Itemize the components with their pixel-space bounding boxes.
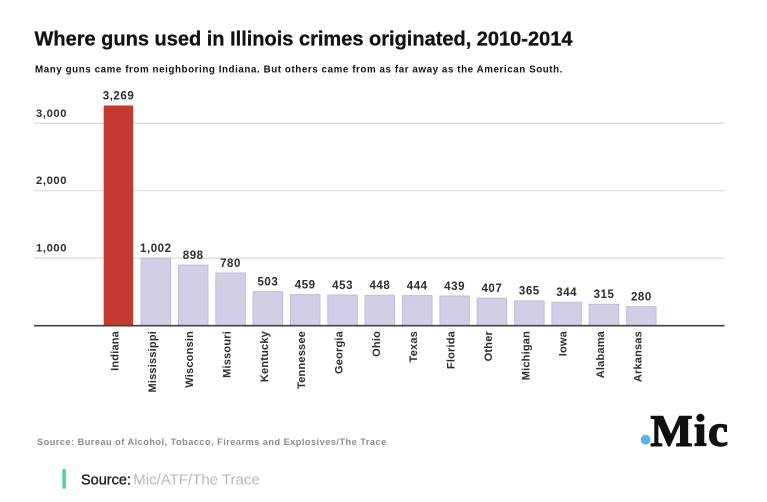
svg-text:Mic/ATF/The Trace: Mic/ATF/The Trace [133, 471, 259, 488]
svg-text:Wisconsin: Wisconsin [184, 331, 196, 388]
svg-text:344: 344 [556, 287, 577, 299]
svg-text:Missouri: Missouri [222, 331, 234, 378]
svg-text:Mississippi: Mississippi [147, 331, 159, 393]
svg-text:Many guns came from neighborin: Many guns came from neighboring Indiana.… [35, 65, 563, 76]
svg-text:315: 315 [594, 289, 615, 301]
svg-text:Indiana: Indiana [110, 330, 122, 371]
svg-text:407: 407 [481, 283, 502, 295]
svg-text:1,000: 1,000 [36, 243, 67, 255]
svg-text:2,000: 2,000 [36, 175, 67, 187]
svg-text:3,269: 3,269 [103, 90, 135, 102]
svg-text:Texas: Texas [408, 331, 420, 362]
svg-text:439: 439 [444, 281, 465, 293]
svg-text:Arkansas: Arkansas [632, 331, 644, 382]
svg-text:448: 448 [369, 280, 390, 292]
svg-text:365: 365 [519, 286, 540, 298]
svg-text:898: 898 [183, 250, 204, 262]
svg-text:Kentucky: Kentucky [259, 330, 271, 382]
svg-text:453: 453 [332, 280, 353, 292]
svg-text:Alabama: Alabama [595, 330, 607, 378]
svg-text:444: 444 [407, 280, 428, 292]
svg-text:Source: Bureau of Alcohol, Tob: Source: Bureau of Alcohol, Tobacco, Fire… [37, 437, 387, 447]
svg-text:Other: Other [483, 330, 495, 361]
svg-text:Source:: Source: [81, 472, 131, 488]
svg-text:Iowa: Iowa [558, 330, 570, 356]
svg-text:Florida: Florida [446, 330, 458, 369]
svg-text:459: 459 [295, 279, 316, 291]
svg-text:Where guns used in Illinois cr: Where guns used in Illinois crimes origi… [35, 29, 574, 51]
svg-text:Tennessee: Tennessee [296, 331, 308, 389]
svg-text:780: 780 [220, 258, 241, 270]
svg-text:3,000: 3,000 [36, 108, 67, 120]
svg-text:Michigan: Michigan [520, 331, 532, 380]
svg-text:503: 503 [257, 276, 278, 288]
svg-text:Georgia: Georgia [334, 330, 346, 374]
svg-text:1,002: 1,002 [140, 243, 172, 255]
svg-text:Mic: Mic [651, 406, 730, 456]
svg-text:280: 280 [631, 292, 652, 304]
svg-text:Ohio: Ohio [371, 331, 383, 357]
